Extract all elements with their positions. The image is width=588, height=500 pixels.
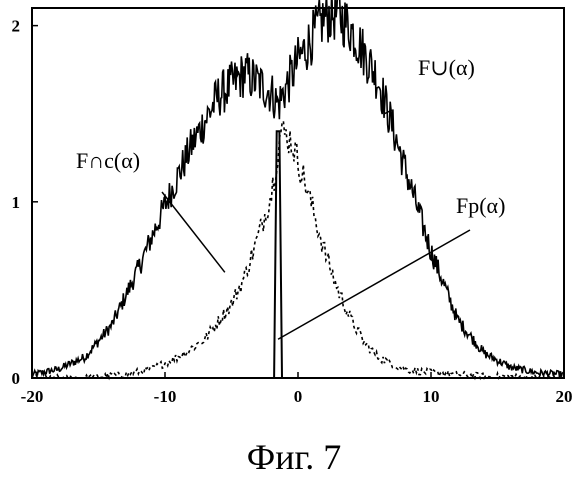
x-tick-label: 10 — [423, 387, 440, 406]
leader-line — [162, 192, 225, 272]
y-tick-label: 1 — [12, 193, 21, 212]
series-line-solid — [32, 0, 564, 377]
series-lines — [32, 0, 564, 378]
series-labels: F∪(α) F∩c(α) Fp(α) — [76, 55, 505, 218]
figure-caption: Фиг. 7 — [0, 436, 588, 478]
series-line-spike — [274, 131, 282, 378]
x-tick-labels: -20 -10 0 10 20 — [21, 387, 573, 406]
series-label: F∩c(α) — [76, 148, 140, 173]
x-tick-label: -20 — [21, 387, 44, 406]
series-label: F∪(α) — [418, 55, 475, 80]
x-tick-label: 20 — [556, 387, 573, 406]
series-label: Fp(α) — [456, 193, 505, 218]
y-tick-label: 0 — [12, 369, 21, 388]
x-tick-label: 0 — [294, 387, 303, 406]
y-tick-label: 2 — [12, 17, 21, 36]
y-tick-labels: 0 1 2 — [12, 17, 21, 388]
x-tick-label: -10 — [154, 387, 177, 406]
